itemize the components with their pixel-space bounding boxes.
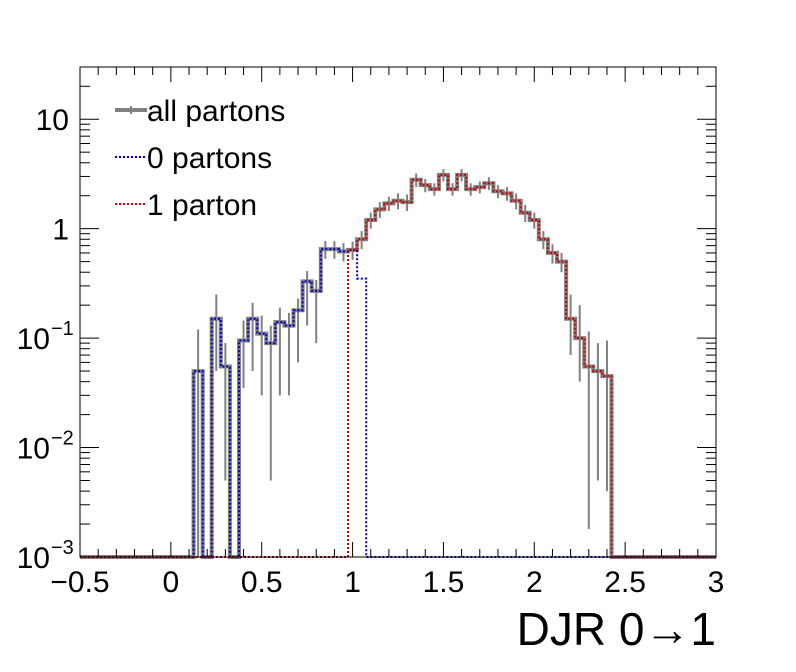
y-tick-label: 10 [17,323,50,356]
y-tick-label: 1 [52,214,69,247]
series-line-1 [80,248,716,558]
y-tick-label: 10 [17,542,50,575]
series-line-2 [80,173,716,558]
legend-label-0: all partons [147,95,285,128]
plot-frame [79,66,717,558]
legend: all partons 0 partons 1 parton [115,95,285,222]
x-tick-label: −0.5 [50,566,109,599]
y-tick-exponent: −3 [51,537,74,559]
axis-ticks [79,66,717,558]
x-tick-label: 0.5 [241,566,283,599]
y-tick-exponent: −1 [51,318,74,340]
legend-label-2: 1 parton [147,189,257,222]
legend-label-1: 0 partons [147,142,272,175]
series-line-0 [80,172,716,559]
y-tick-exponent: −2 [51,428,74,450]
y-tick-label: 10 [36,104,69,137]
x-tick-label: 2 [526,566,543,599]
x-tick-label: 0 [163,566,180,599]
x-tick-label: 1 [344,566,361,599]
y-tick-label: 10 [17,433,50,466]
x-axis-title: DJR 0→1 [517,603,716,655]
series-layer [80,169,716,559]
x-tick-label: 3 [708,566,725,599]
x-tick-label: 2.5 [604,566,646,599]
x-tick-label: 1.5 [423,566,465,599]
